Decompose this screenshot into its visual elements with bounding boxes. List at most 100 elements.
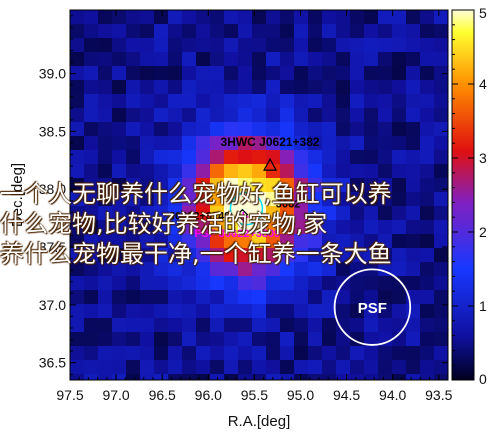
heatmap-cell [280,276,295,291]
heatmap-cell [406,192,421,207]
heatmap-cell [322,248,337,263]
heatmap-cell [434,94,448,109]
heatmap-cell [154,206,169,221]
heatmap-cell [70,304,85,319]
heatmap-cell [168,136,183,151]
heatmap-cell [98,290,113,305]
heatmap-cell [364,94,379,109]
heatmap-cell [294,192,309,207]
heatmap-cell [168,360,183,375]
heatmap-cell [182,374,197,380]
heatmap-cell [126,122,141,137]
heatmap-cell [294,94,309,109]
heatmap-cell [406,332,421,347]
heatmap-cell [140,220,155,235]
heatmap-cell [378,164,393,179]
heatmap-cell [308,150,323,165]
heatmap-cell [140,52,155,67]
heatmap-cell [196,360,211,375]
heatmap-cell [182,276,197,291]
heatmap-cell [168,276,183,291]
heatmap-cell [336,108,351,123]
heatmap-cell [238,290,253,305]
heatmap-cell [294,262,309,277]
heatmap-cell [434,24,448,39]
heatmap-cell [434,80,448,95]
heatmap-cell [266,332,281,347]
heatmap-cell [266,346,281,361]
heatmap-cell [322,24,337,39]
heatmap-cell [294,220,309,235]
heatmap-cell [140,276,155,291]
heatmap-cell [98,248,113,263]
heatmap-cell [294,178,309,193]
heatmap-cell [210,66,225,81]
heatmap-cell [98,52,113,67]
psf-label: PSF [358,300,387,317]
heatmap-cell [154,122,169,137]
heatmap-cell [140,24,155,39]
heatmap-cell [140,318,155,333]
heatmap-cell [420,290,435,305]
heatmap-cell [210,94,225,109]
heatmap-cell [84,52,99,67]
heatmap-cell [224,360,239,375]
heatmap-cell [322,164,337,179]
heatmap-cell [266,94,281,109]
heatmap-cell [126,290,141,305]
heatmap-cell [224,192,239,207]
heatmap-cell [350,262,365,277]
heatmap-cell [154,290,169,305]
heatmap-cell [336,332,351,347]
heatmap-cell [84,178,99,193]
heatmap-cell [182,150,197,165]
heatmap-cell [392,332,407,347]
heatmap-cell [182,318,197,333]
heatmap-cell [154,304,169,319]
heatmap-cell [434,66,448,81]
heatmap-cell [434,234,448,249]
heatmap-cell [378,66,393,81]
heatmap-cell [210,178,225,193]
heatmap-cell [84,220,99,235]
heatmap-cell [140,164,155,179]
heatmap-cell [308,108,323,123]
heatmap-cell [280,290,295,305]
heatmap-cell [364,346,379,361]
heatmap-cell [238,52,253,67]
heatmap-cell [406,374,421,380]
heatmap-cell [252,136,267,151]
heatmap-cell [336,150,351,165]
heatmap-cell [280,178,295,193]
heatmap-cell [196,332,211,347]
x-tick-label: 95.0 [287,387,314,403]
psf-circle [333,268,412,346]
heatmap-cell [308,248,323,263]
star-marker [238,211,249,222]
heatmap-cell [266,38,281,53]
heatmap-cell [70,346,85,361]
heatmap-cell [336,66,351,81]
heatmap-cell [126,52,141,67]
heatmap-cell [238,276,253,291]
heatmap-cell [182,108,197,123]
heatmap-cell [70,318,85,333]
heatmap-cell [406,360,421,375]
heatmap-cell [112,234,127,249]
heatmap-cell [336,304,351,319]
heatmap-cell [364,248,379,263]
heatmap-cell [238,178,253,193]
heatmap-cell [224,108,239,123]
heatmap-cell [266,10,281,25]
heatmap-cell [420,234,435,249]
heatmap-cell [126,304,141,319]
heatmap-cell [364,360,379,375]
heatmap-cell [182,290,197,305]
heatmap-cell [434,290,448,305]
heatmap-cell [434,360,448,375]
heatmap-cell [224,178,239,193]
heatmap-cell [98,10,113,25]
heatmap-cell [266,122,281,137]
heatmap-cell [98,346,113,361]
